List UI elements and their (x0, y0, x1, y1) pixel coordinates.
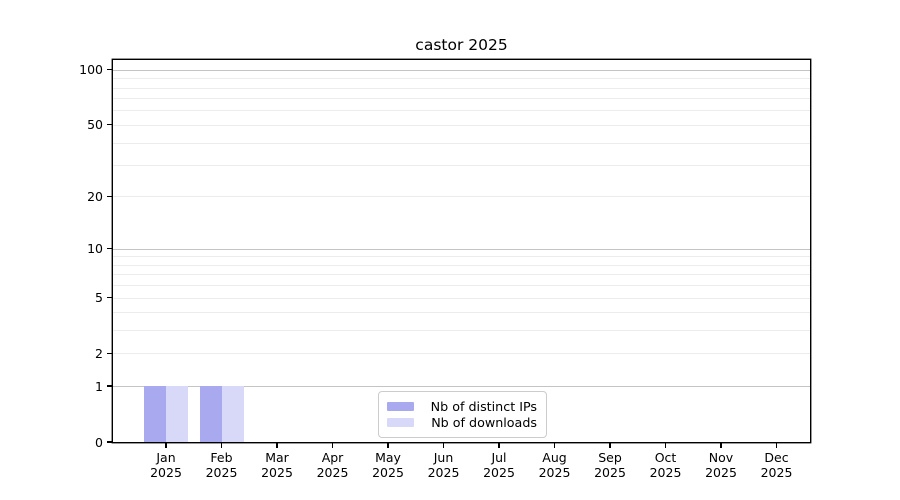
x-axis-tick-label: Jul 2025 (467, 450, 531, 480)
x-tick-mark (664, 443, 667, 448)
bar-downloads (221, 386, 244, 442)
x-tick-year: 2025 (150, 464, 182, 480)
x-axis-tick-label: Oct 2025 (634, 450, 698, 480)
x-tick-year: 2025 (538, 464, 571, 480)
x-tick-month: May (375, 450, 401, 465)
y-gridline-minor (113, 124, 810, 126)
x-tick-mark (331, 443, 334, 448)
y-gridline-minor (113, 312, 810, 314)
y-gridline-minor (113, 78, 810, 80)
y-gridline-minor (113, 353, 810, 355)
legend-label-distinct-ips: Nb of distinct IPs (430, 399, 537, 414)
legend-entry-distinct-ips: Nb of distinct IPs (387, 399, 537, 414)
y-gridline-minor (113, 330, 810, 332)
x-tick-month: Dec (764, 450, 789, 465)
x-tick-month: Sep (598, 450, 622, 465)
x-tick-mark (775, 443, 778, 448)
y-axis-tick-label: 1 (95, 378, 103, 394)
y-gridline-minor (113, 196, 810, 198)
x-tick-year: 2025 (649, 464, 682, 480)
x-tick-mark (220, 443, 223, 448)
y-axis-tick-label: 2 (95, 345, 103, 361)
x-axis-tick-label: Nov 2025 (689, 450, 753, 480)
x-tick-year: 2025 (705, 464, 737, 480)
x-axis-tick-label: Dec 2025 (745, 450, 809, 480)
legend-swatch-downloads (387, 417, 414, 428)
y-axis-tick-label: 0 (95, 434, 103, 450)
bar-downloads (166, 386, 188, 442)
x-tick-mark (387, 443, 389, 448)
x-tick-mark (553, 443, 556, 448)
y-gridline-major (113, 386, 810, 388)
x-tick-month: Aug (542, 450, 567, 465)
x-tick-month: Mar (265, 450, 289, 465)
x-tick-mark (609, 443, 611, 448)
x-tick-month: Apr (321, 450, 344, 465)
x-tick-mark (720, 443, 722, 448)
x-axis-tick-label: Feb 2025 (190, 450, 254, 480)
x-tick-year: 2025 (594, 464, 626, 480)
legend-entry-downloads: Nb of downloads (387, 415, 537, 430)
x-tick-year: 2025 (316, 464, 349, 480)
y-gridline-minor (113, 165, 810, 166)
x-axis-tick-label: May 2025 (356, 450, 420, 480)
legend-swatch-distinct-ips (387, 401, 414, 412)
plot-area: Nb of distinct IPs Nb of downloads (113, 60, 810, 442)
y-gridline-minor (113, 297, 810, 299)
y-tick-mark (107, 69, 112, 71)
x-tick-mark (165, 443, 167, 448)
grid-layer (113, 60, 810, 442)
bar-distinct-ips (144, 386, 166, 442)
x-tick-month: Jul (491, 450, 507, 465)
y-tick-mark (107, 352, 112, 354)
y-gridline-minor (113, 98, 810, 100)
y-gridline-minor (113, 87, 810, 89)
y-gridline-minor (113, 285, 810, 287)
y-gridline-major (113, 69, 810, 71)
x-tick-month: Nov (708, 450, 734, 465)
x-tick-mark (442, 443, 445, 448)
y-axis-tick-label: 100 (79, 62, 103, 78)
y-gridline-minor (113, 256, 810, 258)
x-tick-year: 2025 (205, 464, 238, 480)
x-tick-mark (276, 443, 278, 448)
x-tick-month: Jun (433, 450, 454, 465)
bar-distinct-ips (199, 386, 222, 442)
x-axis-tick-label: Mar 2025 (245, 450, 309, 480)
x-tick-year: 2025 (760, 464, 793, 480)
y-tick-mark (107, 385, 112, 387)
x-tick-month: Jan (156, 450, 176, 465)
x-tick-month: Feb (210, 450, 233, 465)
y-gridline-minor (113, 142, 810, 144)
y-tick-mark (107, 247, 112, 250)
x-tick-year: 2025 (483, 464, 515, 480)
x-axis-tick-label: Jun 2025 (412, 450, 476, 480)
legend-label-downloads: Nb of downloads (431, 415, 537, 430)
x-axis-tick-label: Apr 2025 (301, 450, 365, 480)
x-tick-mark (498, 443, 500, 448)
y-tick-mark (107, 124, 112, 126)
x-axis-tick-label: Sep 2025 (578, 450, 642, 480)
chart-title: castor 2025 (415, 36, 508, 54)
y-axis-tick-label: 10 (87, 241, 103, 257)
x-axis-tick-label: Jan 2025 (134, 450, 198, 480)
x-axis-tick-label: Aug 2025 (523, 450, 587, 480)
y-axis-tick-label: 50 (87, 117, 103, 133)
y-tick-mark (107, 296, 112, 299)
y-gridline-minor (113, 264, 810, 266)
x-tick-year: 2025 (372, 464, 404, 480)
y-tick-mark (107, 441, 112, 443)
x-tick-year: 2025 (261, 464, 293, 480)
y-tick-mark (107, 195, 112, 198)
bar-layer (113, 60, 810, 442)
y-axis-tick-label: 5 (95, 290, 103, 305)
y-axis-tick-label: 20 (87, 188, 103, 204)
legend: Nb of distinct IPs Nb of downloads (378, 391, 547, 438)
y-gridline-minor (113, 274, 810, 276)
x-tick-month: Oct (654, 450, 677, 465)
x-tick-year: 2025 (427, 464, 460, 480)
y-gridline-major (113, 248, 810, 250)
y-gridline-minor (113, 110, 810, 112)
